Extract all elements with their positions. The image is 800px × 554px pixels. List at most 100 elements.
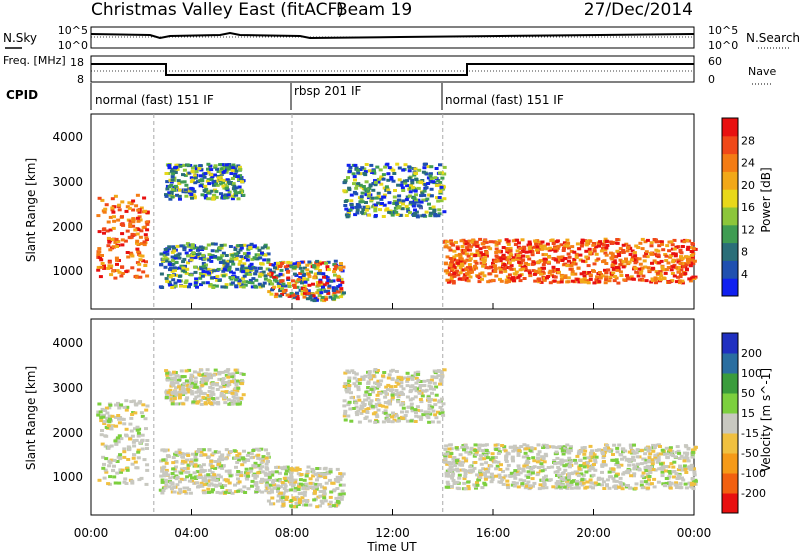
data-cell [214, 383, 219, 387]
data-cell [603, 268, 607, 272]
data-cell [271, 263, 276, 267]
data-cell [484, 251, 489, 255]
data-cell [672, 475, 676, 479]
data-cell [632, 467, 637, 471]
data-cell [235, 396, 240, 400]
data-cell [429, 387, 433, 391]
data-cell [634, 244, 639, 248]
data-cell [173, 268, 177, 272]
colorbar-frame [721, 332, 739, 514]
data-cell [113, 240, 118, 244]
data-cell [223, 183, 228, 187]
data-cell [446, 280, 451, 284]
data-cell [169, 183, 174, 187]
data-cell [180, 461, 185, 465]
data-cell [659, 462, 664, 466]
data-cell [164, 193, 168, 197]
data-cell [286, 476, 291, 480]
data-cell [576, 266, 581, 270]
data-cell [518, 471, 523, 475]
data-cell [215, 274, 220, 278]
data-cell [416, 200, 421, 204]
data-cell [440, 171, 444, 175]
data-cell [391, 179, 396, 183]
data-cell [199, 391, 203, 395]
data-cell [172, 249, 177, 253]
data-cell [179, 467, 184, 471]
data-cell [578, 253, 583, 257]
data-cell [582, 274, 587, 278]
data-cell [672, 238, 677, 242]
data-cell [539, 244, 544, 248]
data-cell [261, 284, 265, 288]
data-cell [209, 168, 214, 172]
data-cell [559, 458, 564, 462]
data-cell [173, 284, 178, 288]
colorbar-cell [722, 118, 738, 137]
data-cell [462, 477, 467, 481]
data-cell [119, 223, 124, 226]
data-cell [570, 272, 575, 276]
data-cell [503, 269, 508, 273]
data-cell [535, 239, 540, 243]
data-cell [632, 451, 637, 455]
data-cell [526, 475, 531, 479]
data-cell [323, 289, 328, 293]
data-cell [468, 248, 472, 252]
data-cell [573, 470, 578, 474]
data-cell [230, 491, 235, 495]
data-cell [348, 407, 353, 411]
data-cell [212, 179, 217, 183]
data-cell [607, 475, 612, 479]
colorbar-tick-label: 100 [741, 367, 762, 380]
data-cell [169, 391, 174, 394]
data-cell [356, 409, 361, 413]
data-cell [527, 269, 532, 273]
velocity-cbar-label: Velocity [m s^-1] [759, 368, 773, 472]
data-cell [411, 214, 416, 217]
data-cell [477, 280, 482, 284]
colorbar-cell [722, 260, 738, 279]
data-cell [204, 263, 208, 267]
data-cell [689, 485, 694, 489]
data-cell [671, 265, 676, 269]
data-cell [522, 245, 527, 249]
data-cell [591, 243, 596, 247]
data-cell [186, 254, 191, 258]
data-cell [480, 443, 485, 447]
data-cell [133, 427, 137, 431]
data-cell [664, 268, 669, 272]
data-cell [508, 278, 513, 282]
data-cell [261, 455, 266, 459]
cpid-segment-2: rbsp 201 IF [294, 84, 361, 98]
data-cell [263, 245, 268, 249]
data-cell [241, 372, 246, 376]
data-cell [631, 449, 636, 453]
data-cell [627, 450, 632, 454]
data-cell [381, 177, 386, 181]
data-cell [432, 210, 437, 214]
data-cell [579, 244, 584, 248]
data-cell [181, 269, 186, 272]
data-cell [598, 240, 603, 244]
data-cell [159, 263, 164, 267]
data-cell [555, 480, 560, 483]
data-cell [230, 380, 235, 384]
data-cell [209, 376, 213, 380]
data-cell [668, 471, 673, 475]
data-cell [165, 249, 170, 253]
data-cell [177, 390, 182, 394]
data-cell [568, 460, 573, 464]
data-cell [231, 262, 236, 266]
data-cell [269, 292, 274, 296]
data-cell [186, 244, 191, 248]
data-cell [431, 205, 436, 209]
data-cell [277, 471, 282, 475]
data-cell [430, 420, 435, 424]
data-cell [356, 395, 361, 399]
data-cell [621, 265, 626, 269]
data-cell [454, 253, 459, 257]
data-cell [513, 243, 518, 246]
data-cell [184, 398, 189, 402]
data-cell [484, 443, 489, 447]
